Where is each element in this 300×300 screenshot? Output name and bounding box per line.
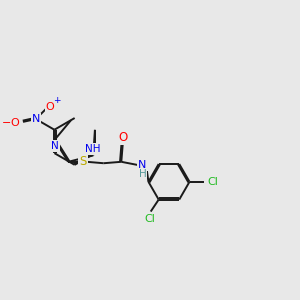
Text: Cl: Cl — [145, 214, 156, 224]
Text: N: N — [32, 114, 40, 124]
Text: O: O — [11, 118, 20, 128]
Text: −: − — [2, 118, 11, 128]
Text: H: H — [139, 169, 146, 179]
Text: NH: NH — [85, 144, 101, 154]
Text: N: N — [138, 160, 147, 170]
Text: O: O — [46, 102, 55, 112]
Text: +: + — [53, 96, 60, 105]
Text: O: O — [118, 131, 128, 144]
Text: Cl: Cl — [207, 177, 218, 187]
Text: S: S — [80, 155, 87, 168]
Text: N: N — [51, 141, 59, 151]
